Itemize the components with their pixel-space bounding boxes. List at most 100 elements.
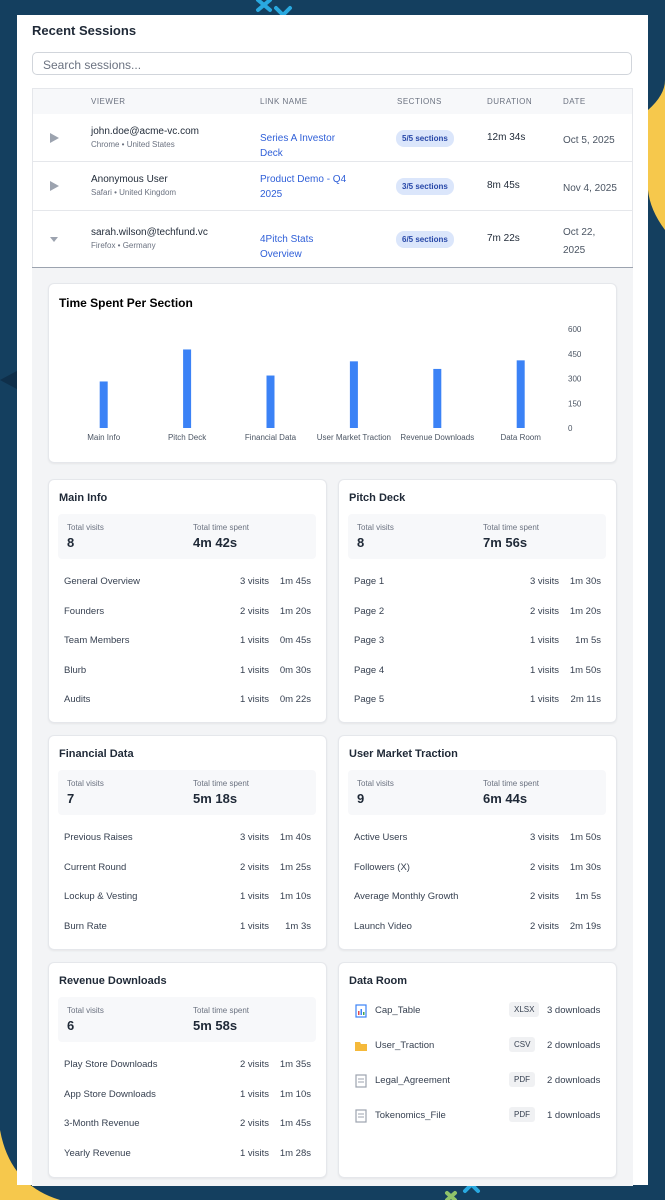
stat-label: Total visits — [357, 523, 394, 532]
item-name: Burn Rate — [64, 920, 107, 932]
search-box[interactable]: Search sessions... — [32, 52, 632, 75]
item-time: 1m 20s — [569, 605, 601, 617]
chart: Time Spent Per Section 0 150 300 450 600 Main … — [59, 296, 582, 442]
stat-label: Total visits — [67, 779, 104, 788]
item-name: Average Monthly Growth — [354, 891, 459, 902]
item-name: Launch Video — [354, 920, 412, 932]
item-visits: 2 visits — [529, 891, 559, 902]
y-tick-label: 300 — [568, 375, 582, 384]
stat-value: 9 — [357, 791, 365, 806]
file-name[interactable]: Tokenomics_File — [375, 1110, 446, 1121]
stat-value: 5m 18s — [193, 791, 238, 806]
item-time: 1m 45s — [279, 576, 311, 587]
item-visits: 2 visits — [239, 1059, 269, 1070]
bar — [99, 381, 108, 428]
file-ext: PDF — [509, 1107, 535, 1122]
stat-value: 7m 56s — [483, 535, 528, 550]
item-visits: 1 visits — [529, 664, 559, 676]
item-time: 1m 50s — [569, 664, 601, 676]
stat-value: 8 — [357, 535, 365, 550]
item-time: 1m 40s — [279, 832, 311, 843]
table-header — [33, 89, 632, 114]
item-name: Audits — [64, 694, 91, 705]
file-name[interactable]: Legal_Agreement — [375, 1075, 450, 1086]
item-time: 1m 5s — [575, 891, 601, 902]
duration: 7m 22s — [487, 232, 520, 244]
item-visits: 1 visits — [529, 694, 559, 705]
x-tick-label: Financial Data — [245, 433, 297, 442]
column-header: SECTIONS — [397, 97, 442, 106]
file-downloads: 3 downloads — [547, 1005, 601, 1016]
item-visits: 1 visits — [529, 635, 559, 646]
column-header: DATE — [563, 97, 586, 106]
stats-box — [58, 997, 316, 1042]
search-placeholder: Search sessions... — [43, 58, 142, 72]
item-time: 1m 28s — [279, 1147, 311, 1159]
stat-value: 4m 42s — [193, 535, 238, 550]
sections-badge: 3/5 sections — [396, 177, 454, 195]
file-ext: PDF — [509, 1072, 535, 1087]
stat-label: Total visits — [357, 779, 394, 788]
date: Oct 22, 2025 — [563, 226, 596, 256]
stat-value: 8 — [67, 535, 75, 550]
stats-box — [58, 514, 316, 559]
item-time: 0m 45s — [279, 635, 311, 646]
bar — [433, 368, 442, 428]
stats-box — [348, 514, 606, 559]
item-time: 1m 10s — [279, 1088, 311, 1100]
link-name[interactable]: Product Demo - Q4 2025 — [260, 173, 347, 200]
section-title: User Market Traction — [349, 748, 458, 760]
item-name: Previous Raises — [64, 832, 133, 843]
stats-box — [58, 770, 316, 815]
item-time: 2m 11s — [570, 694, 601, 705]
stat-label: Total time spent — [483, 523, 540, 532]
item-time: 0m 22s — [279, 694, 311, 705]
file-name[interactable]: User_Traction — [375, 1040, 435, 1051]
item-time: 1m 5s — [575, 635, 601, 646]
link-name[interactable]: Series A Investor Deck — [260, 132, 336, 159]
chart-title: Time Spent Per Section — [59, 296, 193, 310]
item-name: Followers (X) — [354, 861, 410, 873]
item-name: Page 4 — [354, 664, 385, 676]
item-time: 2m 19s — [569, 920, 601, 932]
item-time: 1m 25s — [279, 861, 311, 873]
date: Nov 4, 2025 — [563, 182, 617, 194]
file-downloads: 2 downloads — [547, 1075, 601, 1086]
data-room-card — [338, 962, 617, 1178]
link-name[interactable]: 4Pitch Stats Overview — [260, 233, 314, 260]
item-name: Page 1 — [354, 576, 385, 587]
item-time: 1m 45s — [279, 1118, 311, 1129]
file-name[interactable]: Cap_Table — [375, 1005, 421, 1016]
item-visits: 1 visits — [239, 635, 269, 646]
item-name: Yearly Revenue — [64, 1147, 131, 1159]
item-name: Current Round — [64, 861, 127, 873]
item-time: 1m 30s — [569, 861, 601, 873]
x-tick-label: User Market Traction — [317, 433, 391, 442]
x-tick-label: Pitch Deck — [168, 433, 207, 442]
bar — [516, 360, 525, 428]
panel-title: Recent Sessions — [32, 23, 137, 38]
item-visits: 2 visits — [239, 1118, 269, 1129]
viewer: john.doe@acme-vc.com — [91, 125, 199, 137]
stat-value: 7 — [67, 791, 75, 806]
viewer-meta: Safari • United Kingdom — [91, 187, 177, 197]
x-tick-label: Main Info — [87, 433, 120, 442]
item-visits: 1 visits — [239, 1088, 269, 1100]
expand-toggle[interactable] — [48, 233, 60, 245]
viewer-meta: Chrome • United States — [91, 139, 175, 149]
stat-label: Total visits — [67, 523, 104, 532]
file-icon — [355, 1042, 367, 1051]
stat-label: Total time spent — [193, 523, 250, 532]
file-icon — [355, 1109, 367, 1123]
expand-toggle[interactable] — [48, 180, 60, 192]
sections-badge: 5/5 sections — [396, 129, 454, 147]
item-name: General Overview — [64, 576, 141, 587]
stat-value: 6 — [67, 1018, 75, 1033]
item-time: 1m 20s — [279, 605, 311, 617]
item-visits: 1 visits — [239, 694, 269, 705]
file-icon — [355, 1004, 367, 1018]
duration: 12m 34s — [487, 131, 526, 143]
expand-toggle[interactable] — [48, 132, 60, 144]
item-time: 1m 50s — [569, 832, 601, 843]
